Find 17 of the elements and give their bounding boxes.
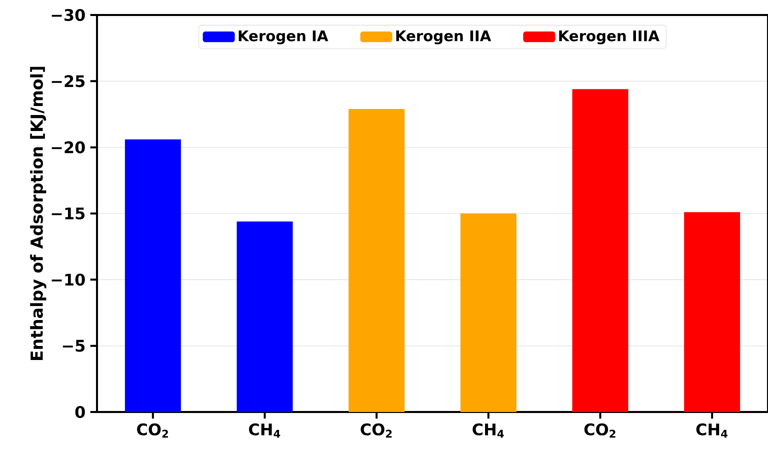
legend-label: Kerogen IIA: [396, 30, 492, 44]
x-tick-label: CH$_{4}$: [248, 423, 280, 438]
y-tick-label: −30: [52, 8, 85, 22]
y-tick-label: −15: [52, 208, 85, 220]
y-tick-label: −10: [52, 274, 85, 286]
y-axis-title: Enthalpy of Adsorption [KJ/mol]: [30, 66, 46, 360]
y-tick-label: 0: [75, 406, 85, 418]
x-tick-label: CO$_{2}$: [137, 423, 168, 438]
legend-label: Kerogen IA: [238, 30, 328, 44]
y-tick-label: −20: [52, 141, 85, 154]
x-tick-label: CH$_{4}$: [472, 423, 504, 438]
legend-label: Kerogen IIIA: [559, 30, 660, 44]
y-tick-label: −25: [52, 75, 85, 88]
y-tick-label: −5: [62, 340, 85, 352]
x-tick-label: CH$_{4}$: [696, 423, 728, 438]
x-tick-label: CO$_{2}$: [584, 423, 616, 438]
x-tick-label: CO$_{2}$: [360, 423, 392, 438]
